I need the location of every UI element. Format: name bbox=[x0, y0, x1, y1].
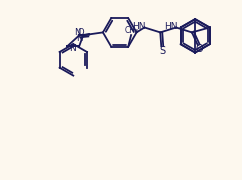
Text: O: O bbox=[78, 28, 84, 37]
Text: S: S bbox=[159, 46, 165, 56]
Text: HN: HN bbox=[164, 22, 178, 31]
Text: O: O bbox=[196, 44, 204, 54]
Text: N: N bbox=[76, 34, 82, 43]
Text: N: N bbox=[74, 28, 80, 37]
Text: N: N bbox=[69, 44, 76, 53]
Text: CH₃: CH₃ bbox=[125, 26, 139, 35]
Text: HN: HN bbox=[132, 22, 145, 31]
